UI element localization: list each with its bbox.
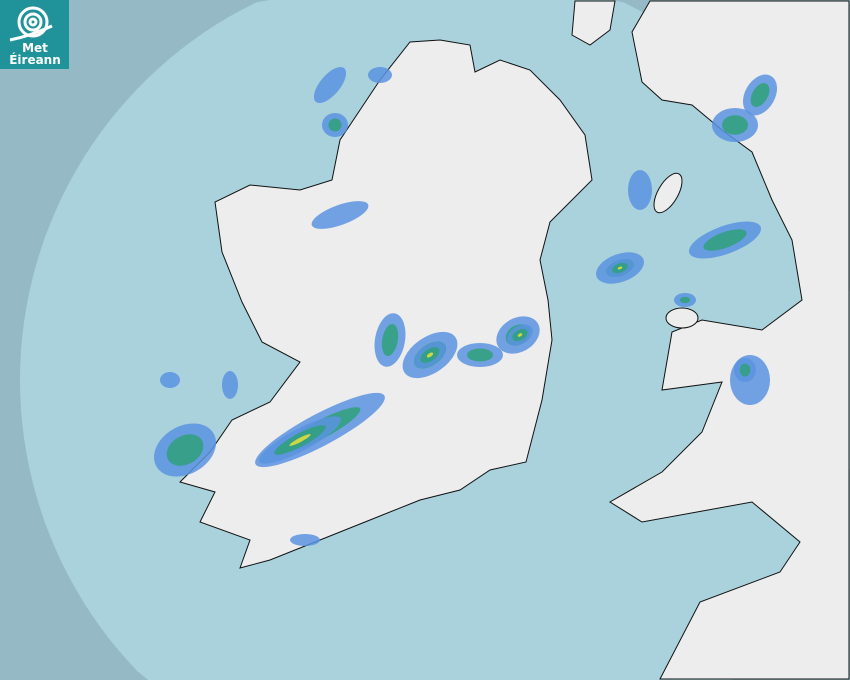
logo-line-2: Éireann (9, 53, 61, 67)
logo-line-1: Met (22, 41, 48, 55)
rain-cell (617, 266, 623, 270)
rain-cell (166, 434, 204, 466)
rain-cell (222, 371, 238, 399)
swirl-icon (9, 6, 53, 42)
rain-cell (313, 66, 347, 104)
rain-cell (750, 83, 770, 107)
rain-cell (311, 201, 369, 229)
rain-cell (426, 352, 434, 358)
rain-cell (467, 348, 493, 362)
logo-text: Met Éireann (6, 42, 64, 66)
rain-cell (381, 323, 399, 357)
rain-cell (290, 534, 320, 546)
rain-cell (722, 115, 748, 135)
isle-of-man (653, 172, 683, 214)
rain-cell (160, 372, 180, 388)
rain-cell (328, 118, 342, 132)
met-eireann-logo[interactable]: Met Éireann (0, 0, 69, 69)
scotland-islands (571, 0, 616, 46)
rain-cell (679, 296, 691, 304)
rain-cell (628, 170, 652, 210)
rain-cells (154, 66, 778, 546)
anglesey (665, 307, 699, 329)
rain-cell (368, 67, 392, 83)
rain-cell (739, 363, 751, 377)
rain-cell (289, 434, 311, 446)
rain-cell (703, 229, 747, 251)
rain-cell (517, 333, 523, 337)
great-britain (609, 0, 850, 680)
